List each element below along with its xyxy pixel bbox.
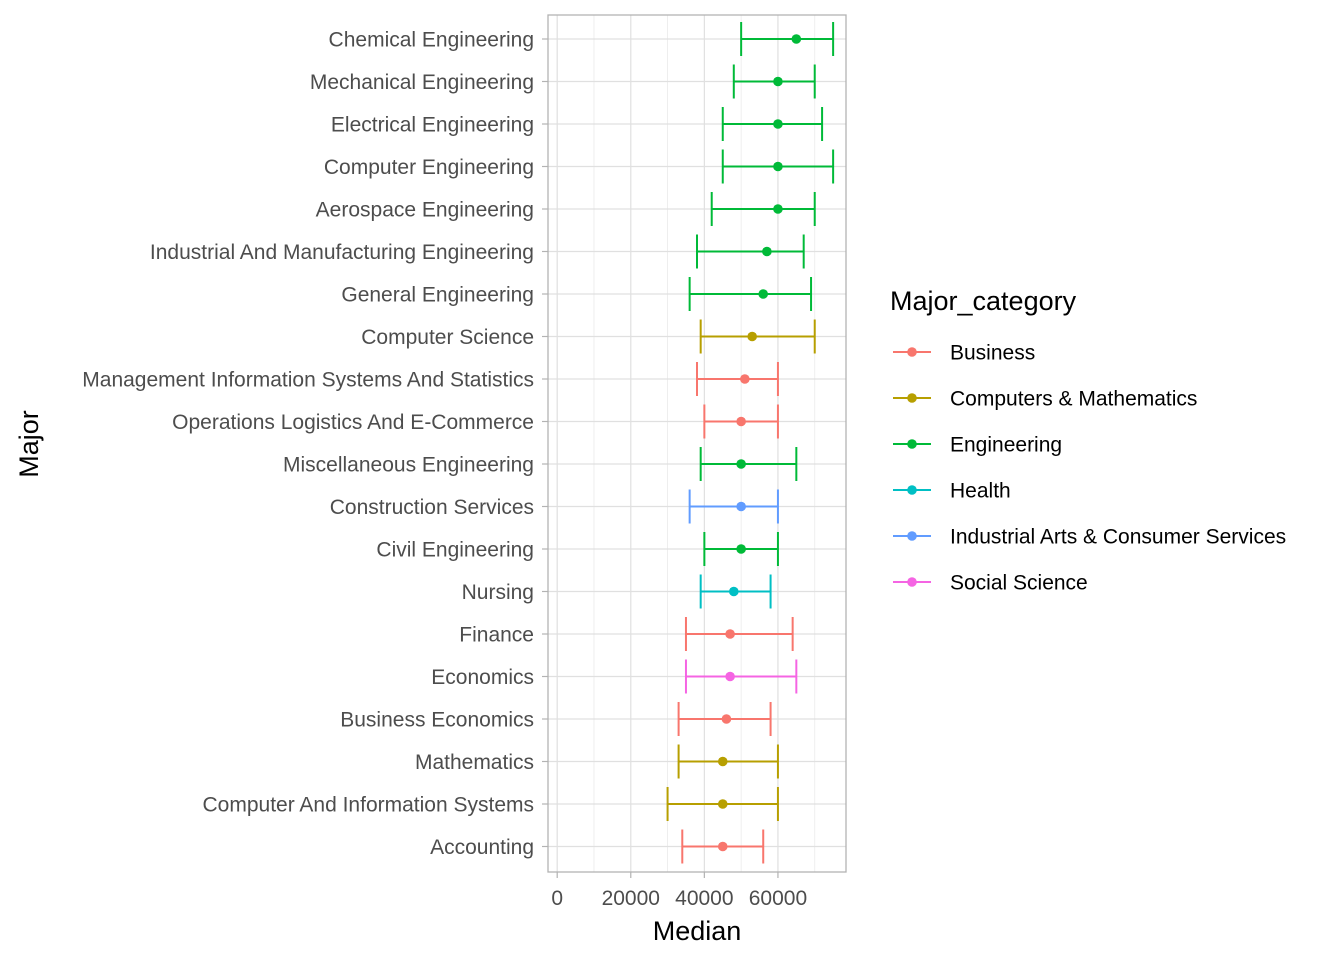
y-tick-label: Computer And Information Systems — [203, 794, 534, 817]
x-tick-label: 20000 — [602, 887, 660, 910]
median-point — [758, 289, 769, 299]
errorbar-group — [721, 107, 824, 141]
legend-key-point — [907, 485, 917, 495]
legend-item: Engineering — [893, 434, 1062, 457]
y-tick-label: Finance — [459, 624, 534, 647]
median-point — [728, 586, 739, 597]
median-point — [721, 714, 732, 724]
legend-label: Social Science — [950, 572, 1088, 595]
legend-key-point — [907, 577, 917, 587]
errorbar-group — [684, 659, 798, 694]
y-tick-label: Mechanical Engineering — [310, 71, 534, 94]
errorbar-group — [681, 829, 765, 864]
errorbar-group — [677, 744, 779, 779]
y-tick-label: Mathematics — [415, 751, 534, 774]
median-point — [740, 374, 750, 384]
errorbar-group — [677, 702, 772, 736]
x-tick-label: 40000 — [675, 887, 733, 910]
legend-title: Major_category — [890, 286, 1077, 316]
median-point — [736, 416, 746, 427]
panel-border — [547, 14, 847, 873]
median-point — [762, 246, 772, 257]
y-tick-label: Business Economics — [340, 709, 534, 732]
legend-key-point — [907, 439, 917, 449]
errorbar-group — [703, 532, 779, 566]
errorbar-group — [699, 574, 772, 609]
median-point — [791, 34, 802, 44]
y-tick-label: Nursing — [462, 581, 534, 604]
legend-item: Industrial Arts & Consumer Services — [893, 526, 1286, 549]
y-tick-label: Civil Engineering — [376, 539, 534, 562]
errorbar-group — [699, 319, 816, 354]
median-point — [747, 331, 757, 342]
legend-item: Health — [893, 480, 1011, 503]
legend: Major_category Business Computers & Mathe… — [890, 286, 1286, 595]
y-axis-ticks: Chemical Engineering Mechanical Engineeri… — [82, 29, 548, 859]
legend-label: Computers & Mathematics — [950, 388, 1197, 411]
median-point — [736, 501, 746, 512]
median-point — [725, 629, 735, 639]
legend-label: Engineering — [950, 434, 1062, 457]
errorbar-group — [696, 362, 779, 396]
y-tick-label: Aerospace Engineering — [316, 199, 534, 222]
errorbar-group — [688, 489, 779, 524]
y-tick-label: Economics — [431, 666, 534, 689]
errorbar-group — [740, 22, 835, 56]
errorbar-group — [688, 277, 813, 311]
legend-item: Business — [893, 342, 1035, 365]
x-axis-ticks: 0 20000 40000 60000 — [551, 872, 807, 910]
legend-items: Business Computers & Mathematics Engineeri… — [893, 342, 1286, 595]
median-point — [773, 204, 783, 214]
errorbar-group — [696, 234, 805, 269]
legend-label: Business — [950, 342, 1035, 365]
y-tick-label: General Engineering — [341, 284, 534, 307]
chart-marks — [666, 22, 835, 864]
y-tick-label: Computer Engineering — [324, 156, 534, 179]
legend-item: Computers & Mathematics — [893, 388, 1197, 411]
y-tick-label: Computer Science — [361, 326, 534, 349]
legend-key-point — [907, 393, 917, 403]
median-point — [717, 841, 728, 852]
errorbar-group — [703, 404, 779, 439]
errorbar-group — [666, 787, 779, 821]
y-tick-label: Accounting — [430, 836, 534, 859]
y-tick-label: Miscellaneous Engineering — [283, 454, 534, 477]
plot-panel — [547, 14, 847, 873]
median-point — [773, 119, 783, 129]
median-point — [717, 799, 728, 809]
median-point — [736, 544, 746, 554]
x-tick-label: 0 — [551, 887, 563, 910]
x-tick-label: 60000 — [749, 887, 807, 910]
median-point — [717, 756, 728, 767]
median-point — [773, 76, 783, 87]
errorbar-group — [721, 149, 835, 184]
median-point — [773, 161, 783, 172]
legend-label: Health — [950, 480, 1011, 503]
median-point — [725, 671, 735, 682]
errorbar-group — [699, 447, 798, 481]
legend-item: Social Science — [893, 572, 1088, 595]
y-tick-label: Electrical Engineering — [331, 114, 534, 137]
legend-key-point — [907, 531, 917, 541]
y-tick-label: Construction Services — [330, 496, 534, 519]
x-axis-title: Median — [653, 916, 742, 946]
y-tick-label: Industrial And Manufacturing Engineering — [150, 241, 534, 264]
y-tick-label: Management Information Systems And Stati… — [82, 369, 534, 392]
legend-label: Industrial Arts & Consumer Services — [950, 526, 1286, 549]
y-tick-label: Chemical Engineering — [329, 29, 534, 52]
median-point — [736, 459, 746, 469]
errorbar-group — [732, 64, 816, 99]
errorbar-group — [684, 617, 794, 651]
legend-key-point — [907, 347, 917, 357]
errorbar-group — [710, 192, 816, 226]
y-axis-title: Major — [14, 410, 44, 478]
y-tick-label: Operations Logistics And E-Commerce — [172, 411, 534, 434]
